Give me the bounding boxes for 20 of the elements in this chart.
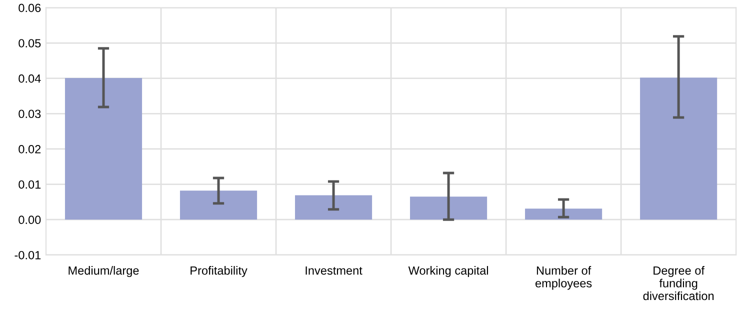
y-tick-label: 0.02 <box>18 145 41 154</box>
bar <box>410 196 488 220</box>
bar <box>180 190 258 220</box>
x-tick-label: Number of employees <box>536 266 592 290</box>
bar <box>64 78 142 220</box>
x-tick-label: Working capital <box>408 266 488 278</box>
x-tick-label: Investment <box>306 266 362 275</box>
y-tick-label: 0.05 <box>18 39 41 48</box>
y-tick-label: 0.03 <box>18 110 41 118</box>
y-tick-label: 0.06 <box>18 4 41 12</box>
y-tick-label: 0.01 <box>18 180 41 189</box>
x-tick-label: Medium/large <box>68 266 139 278</box>
bar <box>525 208 602 220</box>
y-tick-label: 0.00 <box>18 216 41 224</box>
y-tick-label: -0.01 <box>14 250 41 260</box>
bar <box>640 78 718 220</box>
y-tick-label: 0.04 <box>18 74 41 83</box>
x-tick-label: Profitability <box>190 266 248 278</box>
bar <box>295 195 372 220</box>
x-tick-label: Degree of funding diversification <box>643 266 714 300</box>
